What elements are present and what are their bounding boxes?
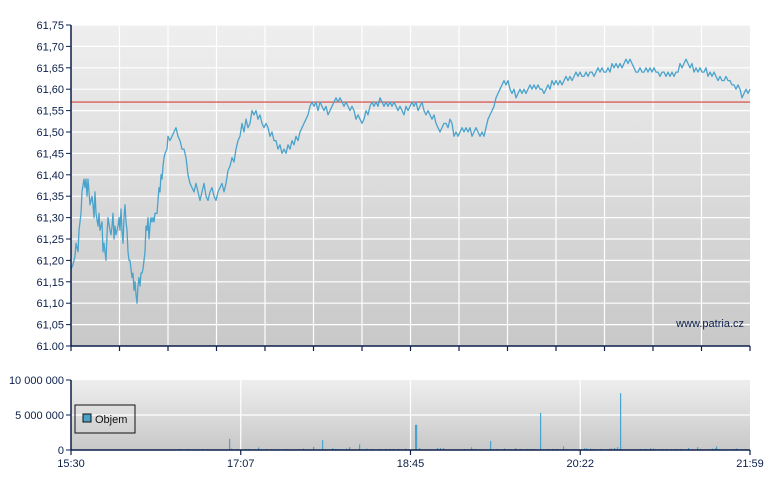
x-tick-label: 21:59 [736,458,764,470]
volume-bar [359,444,361,450]
y-tick-label: 61,20 [36,255,64,267]
volume-bar [471,447,473,450]
volume-bar [688,447,690,450]
y-tick-label: 61,55 [36,106,64,118]
volume-bar [540,412,542,450]
y-tick-label: 61,25 [36,234,64,246]
x-tick-label: 20:22 [566,458,594,470]
y-tick-label: 61,05 [36,320,64,332]
price-line [70,58,751,304]
y-tick-label: 61,50 [36,127,64,139]
volume-bar [440,447,442,450]
legend-box [74,404,136,434]
volume-bar [697,447,699,450]
volume-bar [584,448,586,450]
y-tick-label: 61,45 [36,148,64,160]
volume-bar [313,446,315,450]
volume-bar [586,448,588,450]
volume-bar [443,448,445,450]
volume-bar [416,424,418,450]
volume-bar [716,446,718,450]
y-tick-label: 5 000 000 [15,410,64,422]
volume-y-axis: 0 5 000 000 10 000 000 [9,375,72,457]
volume-bar [349,447,351,450]
x-tick-label: 18:45 [397,458,425,470]
y-tick-label: 61,15 [36,277,64,289]
y-tick-label: 61,75 [36,20,64,32]
y-tick-label: 61,70 [36,41,64,53]
y-tick-label: 61,35 [36,191,64,203]
y-tick-label: 61.00 [36,341,64,353]
volume-legend: Objem [74,404,136,434]
volume-x-axis: 15:30 17:07 18:45 20:22 21:59 [57,449,764,470]
volume-bar [715,448,717,450]
volume-panel: 0 5 000 000 10 000 000 15:30 17:07 18:45 20:2… [9,375,764,470]
watermark: www.patria.cz [675,318,744,330]
price-y-axis: 61.00 61,05 61,10 61,15 61,20 61,25 61,30 61,35… [36,20,72,353]
y-tick-label: 61,40 [36,170,64,182]
y-tick-label: 61,60 [36,84,64,96]
y-tick-label: 61,65 [36,63,64,75]
price-panel: 61.00 61,05 61,10 61,15 61,20 61,25 61,30 61,35… [36,20,751,353]
volume-vertical-gridlines [240,380,581,450]
volume-bar [322,440,324,450]
volume-bar [650,448,652,450]
volume-bar [563,446,565,450]
volume-bar [614,447,616,450]
price-x-axis [70,345,751,351]
y-tick-label: 0 [58,445,64,457]
volume-bar [515,448,517,450]
y-tick-label: 61,30 [36,213,64,225]
volume-bar [332,448,334,450]
legend-swatch-icon [82,413,92,423]
volume-bar [617,447,619,450]
volume-bar [437,447,439,450]
x-tick-label: 15:30 [57,458,85,470]
y-tick-label: 10 000 000 [9,375,64,387]
volume-bar [620,393,622,450]
legend-label: Objem [95,414,127,426]
volume-bar [419,448,421,450]
y-tick-label: 61,10 [36,298,64,310]
x-tick-label: 17:07 [227,458,255,470]
volume-bar [490,440,492,450]
volume-bar [229,438,231,450]
volume-bar [258,447,260,450]
price-vertical-gridlines [118,25,703,346]
